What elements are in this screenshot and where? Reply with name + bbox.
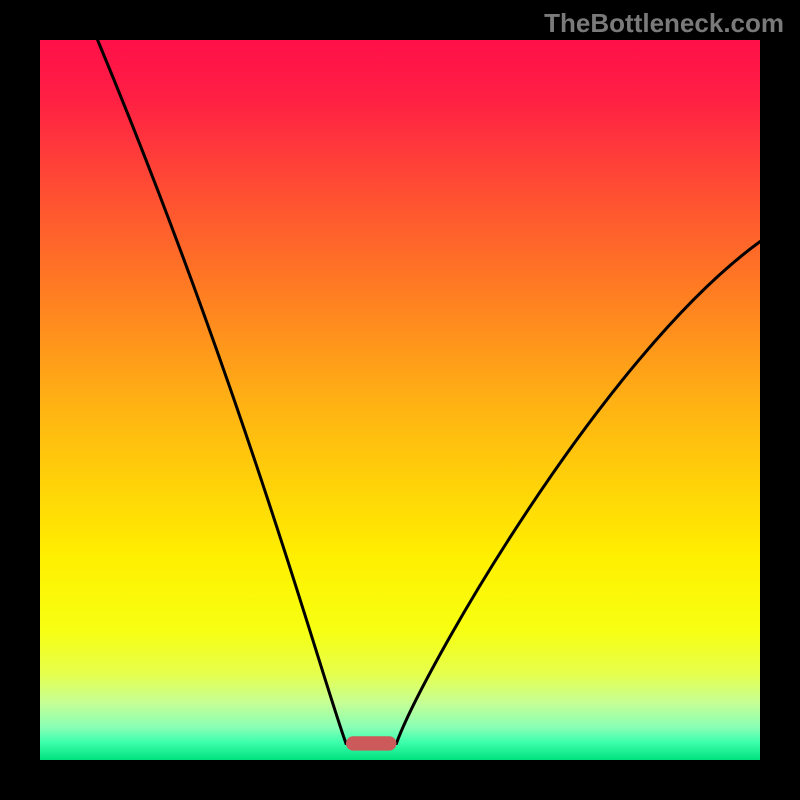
- optimal-marker: [346, 736, 396, 750]
- watermark-label: TheBottleneck.com: [544, 8, 784, 39]
- plot-area: [40, 40, 760, 760]
- gradient-background: [40, 40, 760, 760]
- bottleneck-chart: [40, 40, 760, 760]
- chart-container: TheBottleneck.com: [0, 0, 800, 800]
